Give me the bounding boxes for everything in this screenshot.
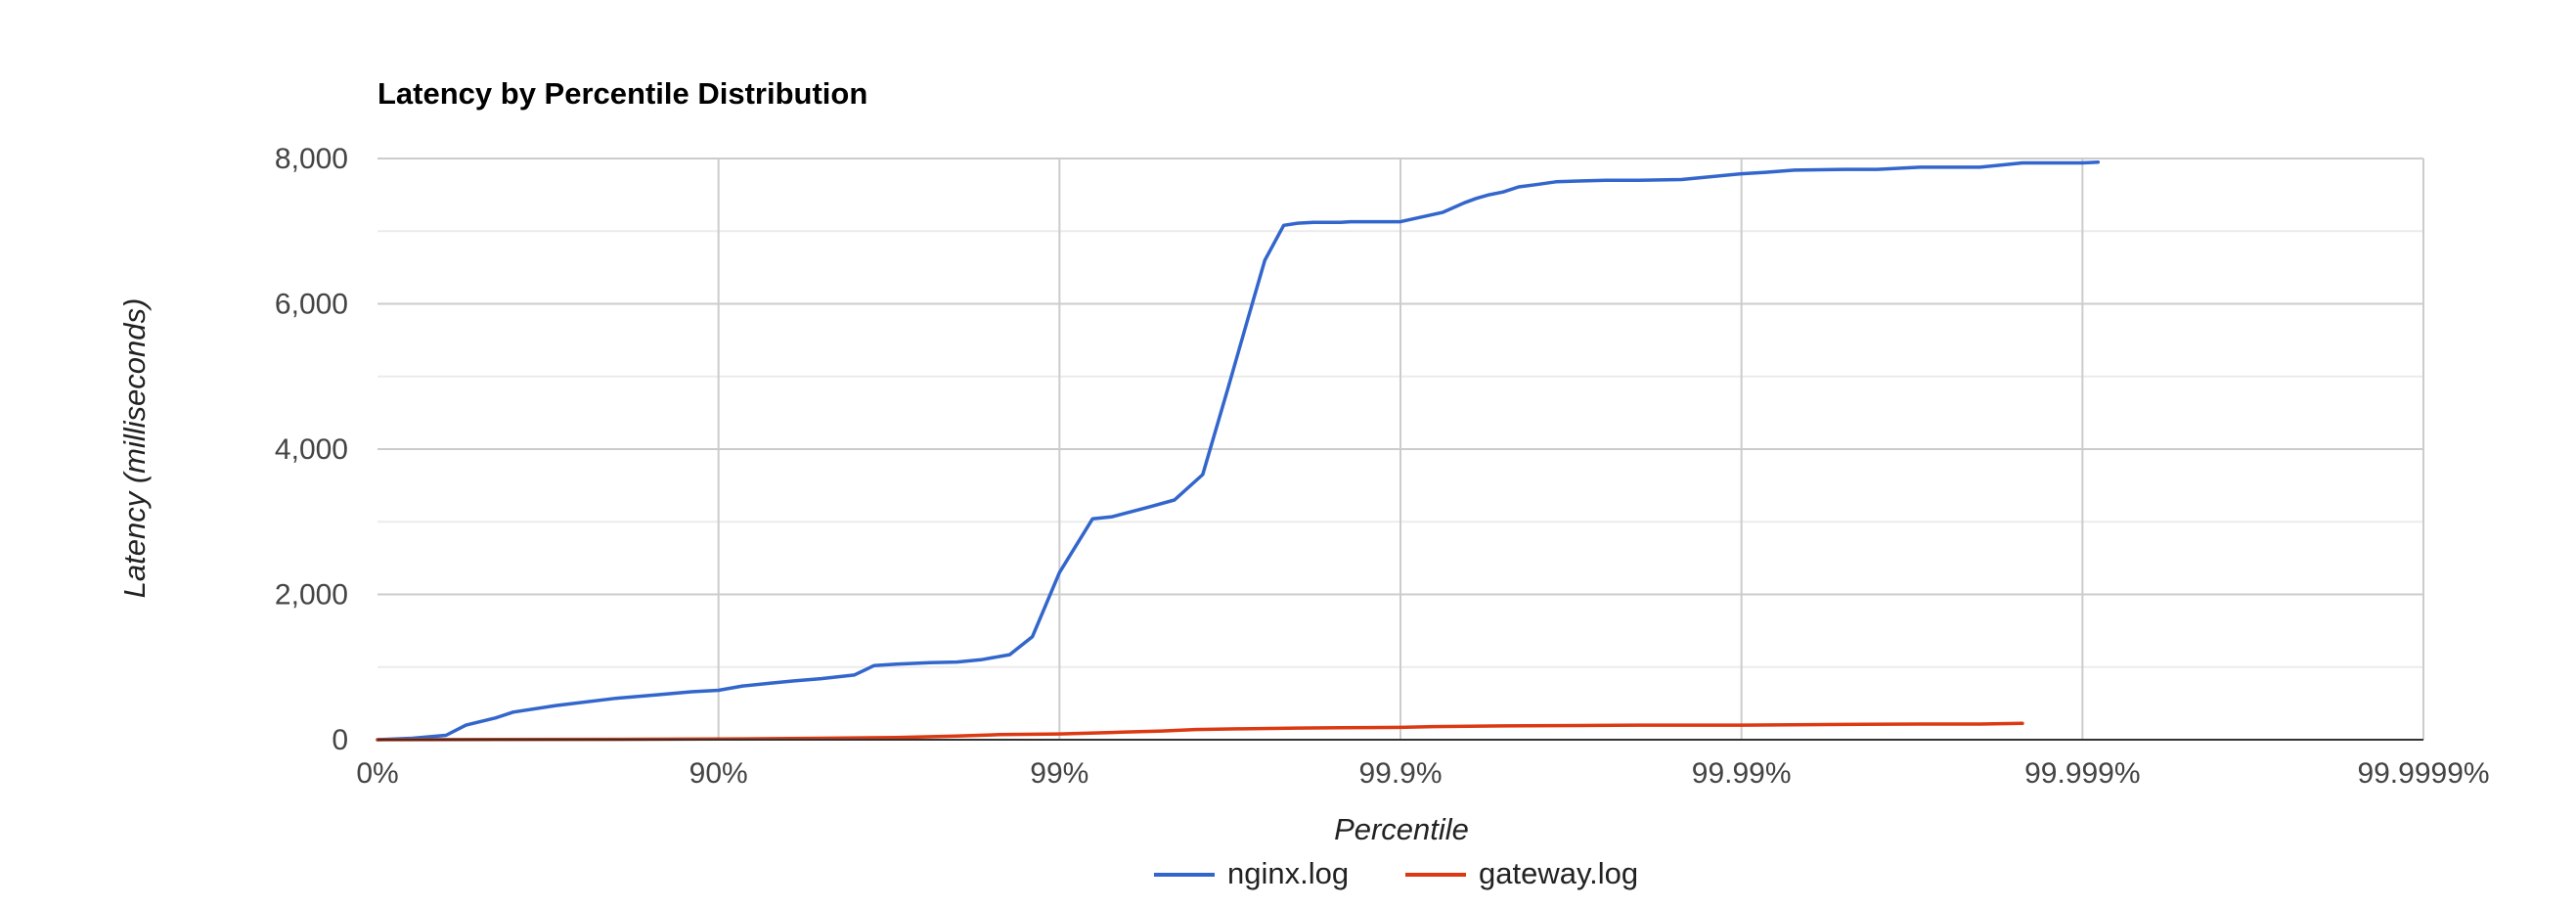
x-tick-label: 99.9%	[1358, 757, 1442, 790]
legend-label-gateway-log: gateway.log	[1479, 856, 1638, 890]
x-tick-label: 99.99%	[1692, 757, 1792, 790]
y-tick-label: 8,000	[275, 143, 348, 175]
x-tick-label: 99.999%	[2024, 757, 2140, 790]
axes: 0 2,000 4,000 6,000 8,000 0% 90% 99% 99.9% 99.99%…	[275, 143, 2490, 790]
y-tick-label: 6,000	[275, 289, 348, 321]
x-tick-label: 0%	[356, 757, 398, 790]
y-tick-label: 4,000	[275, 433, 348, 466]
gridlines	[378, 158, 2424, 740]
series-lines	[376, 159, 2101, 742]
series-line-gateway-log	[376, 721, 2024, 742]
y-axis-title: Latency (milliseconds)	[117, 298, 152, 599]
series-line-nginx-log	[376, 159, 2101, 742]
x-axis-title: Percentile	[1334, 812, 1469, 846]
x-tick-label: 90%	[689, 757, 748, 790]
legend: nginx.log gateway.log	[1154, 856, 1638, 890]
legend-label-nginx-log: nginx.log	[1227, 856, 1349, 890]
y-tick-label: 0	[332, 724, 348, 756]
x-tick-label: 99%	[1030, 757, 1088, 790]
x-tick-label: 99.9999%	[2357, 757, 2489, 790]
chart-title: Latency by Percentile Distribution	[378, 76, 867, 111]
y-tick-label: 2,000	[275, 579, 348, 612]
